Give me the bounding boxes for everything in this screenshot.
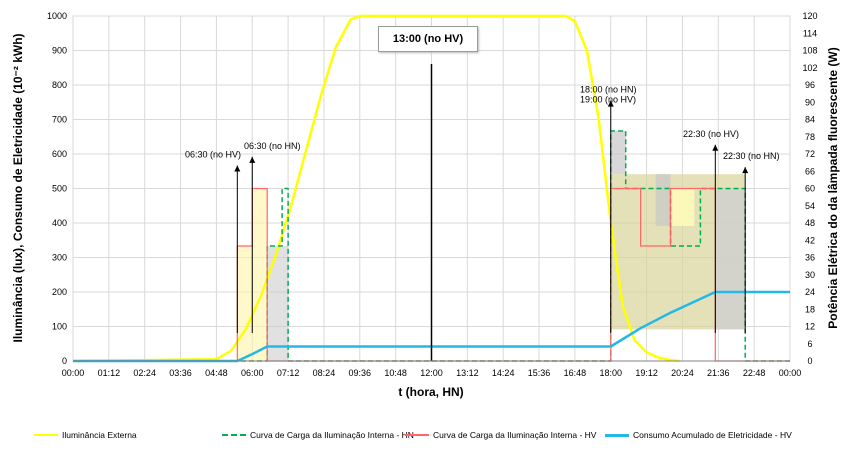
y-right-tick-label: 6 bbox=[807, 339, 812, 349]
callout-13h: 13:00 (no HV) bbox=[378, 26, 478, 52]
annotation-arrowhead bbox=[234, 165, 241, 172]
legend-item-load-hv: Curva de Carga da Iluminação Interna - H… bbox=[405, 428, 596, 442]
series-illuminance bbox=[72, 14, 680, 363]
series-load-hn bbox=[73, 130, 790, 362]
annotation-label: 06:30 (no HN) bbox=[244, 141, 301, 151]
legend: Iluminância Externa Curva de Carga da Il… bbox=[0, 422, 864, 448]
x-tick-label: 15:36 bbox=[528, 368, 551, 378]
y-right-tick-label: 72 bbox=[805, 149, 815, 159]
x-tick-label: 22:48 bbox=[743, 368, 766, 378]
x-tick-label: 04:48 bbox=[205, 368, 228, 378]
shaded-region bbox=[252, 188, 268, 361]
y-right-tick-label: 108 bbox=[802, 46, 817, 56]
axes: 00:00 01:12 02:24 03:36 04:48 06:00 07:12 08:24… bbox=[47, 11, 818, 378]
y-right-tick-label: 18 bbox=[805, 304, 815, 314]
x-tick-label: 00:00 bbox=[779, 368, 802, 378]
shaded-region bbox=[715, 188, 746, 330]
annotation-arrowhead bbox=[249, 156, 256, 163]
x-tick-label: 00:00 bbox=[62, 368, 85, 378]
legend-item-consumption: Consumo Acumulado de Eletricidade - HV bbox=[605, 428, 792, 442]
x-tick-label: 19:12 bbox=[635, 368, 658, 378]
chart: 06:30 (no HV)06:30 (no HN)18:00 (no HN)1… bbox=[11, 11, 840, 399]
y-left-tick-label: 300 bbox=[52, 253, 67, 263]
annotation-label: 06:30 (no HV) bbox=[185, 149, 241, 159]
shaded-regions bbox=[237, 131, 746, 361]
series-consumption bbox=[73, 290, 790, 363]
x-tick-label: 10:48 bbox=[384, 368, 407, 378]
y-right-tick-label: 66 bbox=[805, 166, 815, 176]
y-right-tick-label: 120 bbox=[802, 11, 817, 21]
legend-item-load-hn: Curva de Carga da Iluminação Interna - H… bbox=[222, 428, 414, 442]
annotation-arrowhead bbox=[607, 100, 614, 107]
annotations: 06:30 (no HV)06:30 (no HN) 18:00 (no HN)1… bbox=[185, 64, 780, 361]
callout-13h-label: 13:00 (no HV) bbox=[392, 33, 464, 45]
y-left-tick-label: 0 bbox=[62, 356, 67, 366]
y-left-tick-label: 600 bbox=[52, 149, 67, 159]
x-tick-label: 21:36 bbox=[707, 368, 730, 378]
annotation-arrowhead bbox=[712, 144, 719, 151]
annotation-label: 18:00 (no HN) bbox=[580, 85, 637, 95]
y-right-tick-label: 36 bbox=[805, 253, 815, 263]
shaded-region bbox=[655, 174, 671, 226]
x-tick-label: 13:12 bbox=[456, 368, 479, 378]
legend-label-consumption: Consumo Acumulado de Eletricidade - HV bbox=[633, 430, 792, 440]
y-axis-title-left: Iluminância (lux), Consumo de Eletricida… bbox=[11, 33, 25, 342]
y-left-tick-label: 900 bbox=[52, 46, 67, 56]
y-right-tick-label: 54 bbox=[805, 201, 815, 211]
legend-swatch-load-hv bbox=[405, 434, 429, 436]
x-tick-label: 02:24 bbox=[133, 368, 156, 378]
y-right-tick-label: 24 bbox=[805, 287, 815, 297]
x-tick-label: 14:24 bbox=[492, 368, 515, 378]
legend-label-load-hv: Curva de Carga da Iluminação Interna - H… bbox=[433, 430, 597, 440]
y-left-tick-label: 800 bbox=[52, 80, 67, 90]
y-left-tick-label: 1000 bbox=[47, 11, 67, 21]
x-tick-label: 12:00 bbox=[420, 368, 443, 378]
y-axis-title-right: Potência Elétrica do da lâmpada fluoresc… bbox=[826, 47, 840, 328]
y-right-tick-label: 78 bbox=[805, 132, 815, 142]
x-tick-label: 07:12 bbox=[277, 368, 300, 378]
y-left-tick-label: 200 bbox=[52, 287, 67, 297]
annotation-label: 22:30 (no HV) bbox=[683, 129, 739, 139]
y-left-tick-label: 400 bbox=[52, 218, 67, 228]
x-tick-label: 20:24 bbox=[671, 368, 694, 378]
legend-label-load-hn: Curva de Carga da Iluminação Interna - H… bbox=[250, 430, 414, 440]
legend-item-illuminance: Iluminância Externa bbox=[34, 428, 137, 442]
y-right-tick-label: 42 bbox=[805, 235, 815, 245]
shaded-region bbox=[610, 131, 626, 175]
y-right-tick-label: 102 bbox=[802, 63, 817, 73]
shaded-region bbox=[237, 246, 253, 361]
shaded-region bbox=[267, 246, 289, 361]
y-right-tick-label: 84 bbox=[805, 115, 815, 125]
x-tick-label: 16:48 bbox=[564, 368, 587, 378]
x-tick-label: 18:00 bbox=[599, 368, 622, 378]
annotation-label: 22:30 (no HN) bbox=[723, 151, 780, 161]
y-left-tick-label: 500 bbox=[52, 184, 67, 194]
y-right-tick-label: 60 bbox=[805, 184, 815, 194]
y-right-tick-label: 30 bbox=[805, 270, 815, 280]
x-tick-label: 01:12 bbox=[98, 368, 121, 378]
x-axis-title: t (hora, HN) bbox=[398, 385, 463, 399]
x-tick-label: 09:36 bbox=[349, 368, 372, 378]
shaded-region bbox=[670, 188, 695, 226]
x-tick-label: 03:36 bbox=[169, 368, 192, 378]
legend-swatch-illuminance bbox=[34, 434, 58, 436]
legend-swatch-consumption bbox=[605, 433, 629, 437]
x-tick-label: 06:00 bbox=[241, 368, 264, 378]
y-right-tick-label: 114 bbox=[803, 28, 817, 38]
y-right-tick-label: 90 bbox=[805, 97, 815, 107]
y-right-tick-label: 0 bbox=[807, 356, 812, 366]
annotation-arrowhead bbox=[742, 167, 749, 174]
y-left-tick-label: 100 bbox=[52, 322, 67, 332]
y-right-tick-label: 96 bbox=[805, 80, 815, 90]
y-right-tick-label: 48 bbox=[805, 218, 815, 228]
y-right-tick-label: 12 bbox=[805, 322, 815, 332]
annotation-label: 19:00 (no HV) bbox=[580, 94, 636, 104]
legend-label-illuminance: Iluminância Externa bbox=[62, 430, 137, 440]
y-left-tick-label: 700 bbox=[52, 115, 67, 125]
legend-swatch-load-hn bbox=[222, 434, 246, 436]
x-tick-label: 08:24 bbox=[313, 368, 336, 378]
